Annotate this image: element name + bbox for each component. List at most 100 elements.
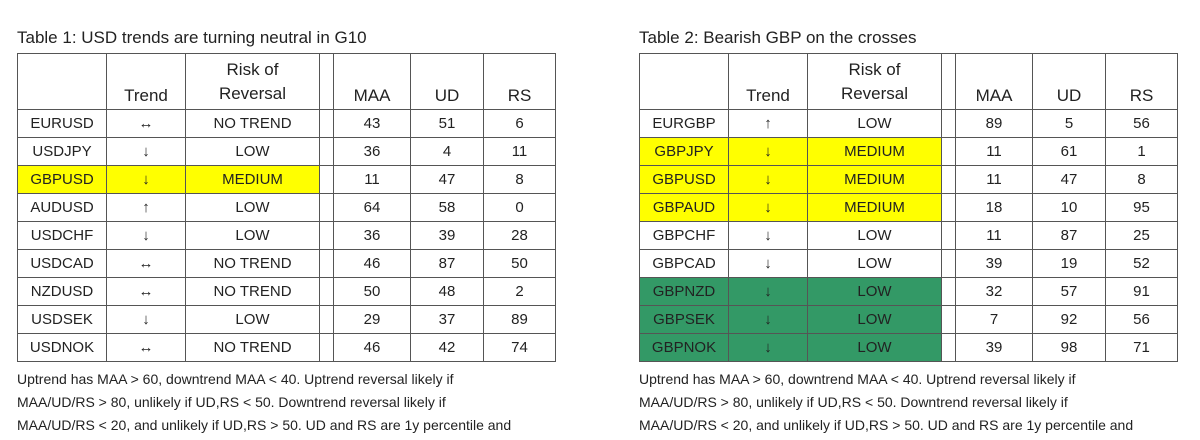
table-cell: 1 xyxy=(1105,137,1178,166)
table-cell: ↓ xyxy=(728,333,808,362)
spacer-cell xyxy=(319,137,334,166)
spacer-cell xyxy=(319,249,334,278)
table-cell: 11 xyxy=(955,221,1033,250)
table-cell: 95 xyxy=(1105,193,1178,222)
note-line: MAA/UD/RS > 80, unlikely if UD,RS < 50. … xyxy=(639,394,1068,410)
table-cell: 87 xyxy=(410,249,484,278)
note-line: MAA/UD/RS < 20, and unlikely if UD,RS > … xyxy=(17,417,512,433)
table-row: GBPNOK ↓ LOW 39 98 71 xyxy=(639,333,1178,362)
table-row: GBPCAD ↓ LOW 39 19 52 xyxy=(639,249,1178,278)
table-cell: MEDIUM xyxy=(807,193,942,222)
header-cell: MAA xyxy=(955,53,1033,110)
table-row: GBPAUD ↓ MEDIUM 18 10 95 xyxy=(639,193,1178,222)
table-cell: 56 xyxy=(1105,305,1178,334)
header-label: UD xyxy=(1056,86,1082,105)
header-label: Trend xyxy=(124,86,168,105)
spacer-cell xyxy=(319,109,334,138)
table-row: GBPSEK ↓ LOW 7 92 56 xyxy=(639,305,1178,334)
spacer-cell xyxy=(319,53,334,110)
table-cell: 58 xyxy=(410,193,484,222)
table-title: Table 1: USD trends are turning neutral … xyxy=(17,28,367,47)
table-cell: 11 xyxy=(333,165,411,194)
table-cell: 19 xyxy=(1032,249,1106,278)
table-cell: 56 xyxy=(1105,109,1178,138)
table-row: USDCAD ↔ NO TREND 46 87 50 xyxy=(17,249,556,278)
table-body: Trend Risk of Reversal MAA UD RS EURUSD ↔ NO TR… xyxy=(17,53,556,362)
table-cell: USDCHF xyxy=(17,221,107,250)
table-cell: LOW xyxy=(185,137,320,166)
header-cell: UD xyxy=(410,53,484,110)
table-cell: LOW xyxy=(807,109,942,138)
table-cell: GBPUSD xyxy=(17,165,107,194)
spacer-cell xyxy=(941,277,956,306)
table-cell: 52 xyxy=(1105,249,1178,278)
table-row: GBPJPY ↓ MEDIUM 11 61 1 xyxy=(639,137,1178,166)
header-cell: Risk of Reversal xyxy=(185,53,320,110)
table-cell: 50 xyxy=(333,277,411,306)
table-cell: GBPUSD xyxy=(639,165,729,194)
table-cell: NO TREND xyxy=(185,249,320,278)
table-cell: ↓ xyxy=(728,305,808,334)
table-cell: LOW xyxy=(807,277,942,306)
table-cell: 50 xyxy=(483,249,556,278)
table-cell: 46 xyxy=(333,333,411,362)
table-cell: ↓ xyxy=(106,221,186,250)
table-cell: 61 xyxy=(1032,137,1106,166)
table-cell: 25 xyxy=(1105,221,1178,250)
table-cell: 47 xyxy=(1032,165,1106,194)
table-row: GBPCHF ↓ LOW 11 87 25 xyxy=(639,221,1178,250)
header-cell xyxy=(17,53,107,110)
spacer-cell xyxy=(941,137,956,166)
table-cell: 8 xyxy=(1105,165,1178,194)
table-cell: 51 xyxy=(410,109,484,138)
table-cell: 43 xyxy=(333,109,411,138)
header-label: MAA xyxy=(975,86,1013,105)
header-label: Risk of Reversal xyxy=(218,60,287,103)
spacer-cell xyxy=(941,193,956,222)
table-row: USDCHF ↓ LOW 36 39 28 xyxy=(17,221,556,250)
table-cell: ↓ xyxy=(728,249,808,278)
note-line: MAA/UD/RS > 80, unlikely if UD,RS < 50. … xyxy=(17,394,446,410)
spacer-cell xyxy=(941,305,956,334)
table-cell: 8 xyxy=(483,165,556,194)
table-cell: 7 xyxy=(955,305,1033,334)
table-cell: 36 xyxy=(333,221,411,250)
table-cell: ↑ xyxy=(728,109,808,138)
table-cell: USDCAD xyxy=(17,249,107,278)
table-cell: EURGBP xyxy=(639,109,729,138)
table-cell: 98 xyxy=(1032,333,1106,362)
table-cell: LOW xyxy=(185,305,320,334)
table-cell: MEDIUM xyxy=(807,165,942,194)
table-cell: ↔ xyxy=(106,109,186,138)
table-cell: ↔ xyxy=(106,249,186,278)
table-cell: LOW xyxy=(807,249,942,278)
table-cell: 92 xyxy=(1032,305,1106,334)
table-cell: 29 xyxy=(333,305,411,334)
table-cell: 39 xyxy=(955,333,1033,362)
table-cell: USDSEK xyxy=(17,305,107,334)
table-cell: 37 xyxy=(410,305,484,334)
spacer-cell xyxy=(319,193,334,222)
table-cell: GBPNOK xyxy=(639,333,729,362)
header-cell xyxy=(639,53,729,110)
table-panel: Table 2: Bearish GBP on the crosses Trend… xyxy=(639,28,1179,437)
spacer-cell xyxy=(941,53,956,110)
table-cell: USDJPY xyxy=(17,137,107,166)
table-cell: 32 xyxy=(955,277,1033,306)
table-row: USDNOK ↔ NO TREND 46 42 74 xyxy=(17,333,556,362)
table-row: USDSEK ↓ LOW 29 37 89 xyxy=(17,305,556,334)
spacer-cell xyxy=(319,277,334,306)
spacer-cell xyxy=(941,249,956,278)
header-cell: MAA xyxy=(333,53,411,110)
table-cell: 6 xyxy=(483,109,556,138)
table-cell: 47 xyxy=(410,165,484,194)
table-cell: 89 xyxy=(955,109,1033,138)
spacer-cell xyxy=(941,109,956,138)
table-cell: 57 xyxy=(1032,277,1106,306)
spacer-cell xyxy=(319,165,334,194)
table-cell: ↔ xyxy=(106,277,186,306)
header-row: Trend Risk of Reversal MAA UD RS xyxy=(17,53,556,110)
table-cell: 2 xyxy=(483,277,556,306)
table-row: NZDUSD ↔ NO TREND 50 48 2 xyxy=(17,277,556,306)
